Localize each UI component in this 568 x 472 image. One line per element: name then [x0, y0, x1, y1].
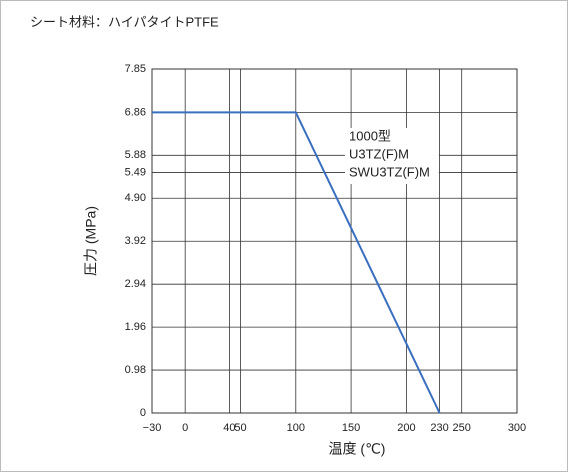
x-tick-label: 50: [234, 422, 246, 434]
x-tick-label: 230: [430, 422, 448, 434]
y-tick-label: 1.96: [125, 321, 146, 333]
y-tick-label: 5.49: [125, 166, 146, 178]
x-tick-label: 300: [508, 422, 526, 434]
y-tick-label: 5.88: [125, 149, 146, 161]
annotation-bg: [345, 128, 439, 184]
x-tick-label: 0: [182, 422, 188, 434]
x-tick-label: 40: [223, 422, 235, 434]
chart-title: シート材料：ハイパタイトPTFE: [30, 14, 219, 29]
x-tick-label: 250: [453, 422, 471, 434]
y-tick-label: 6.86: [125, 106, 146, 118]
series-line: [152, 111, 441, 414]
annotation: 1000型: [349, 128, 391, 143]
x-tick-label: 150: [342, 422, 360, 434]
y-tick-label: 2.94: [125, 278, 146, 290]
y-axis-label: 圧力 (MPa): [83, 206, 99, 276]
y-tick-label: 4.90: [125, 192, 146, 204]
x-axis-label: 温度 (℃): [329, 441, 386, 457]
x-tick-label: 200: [397, 422, 415, 434]
x-tick-label: 100: [287, 422, 305, 434]
y-tick-label: 3.92: [125, 235, 146, 247]
annotation: SWU3TZ(F)M: [349, 164, 430, 179]
plot-border: [151, 68, 518, 414]
y-tick-label: 0.98: [125, 364, 146, 376]
y-tick-label: 0: [140, 407, 146, 419]
annotation: U3TZ(F)M: [349, 146, 409, 161]
y-tick-label: 7.85: [125, 63, 146, 75]
x-tick-label: −30: [143, 422, 162, 434]
